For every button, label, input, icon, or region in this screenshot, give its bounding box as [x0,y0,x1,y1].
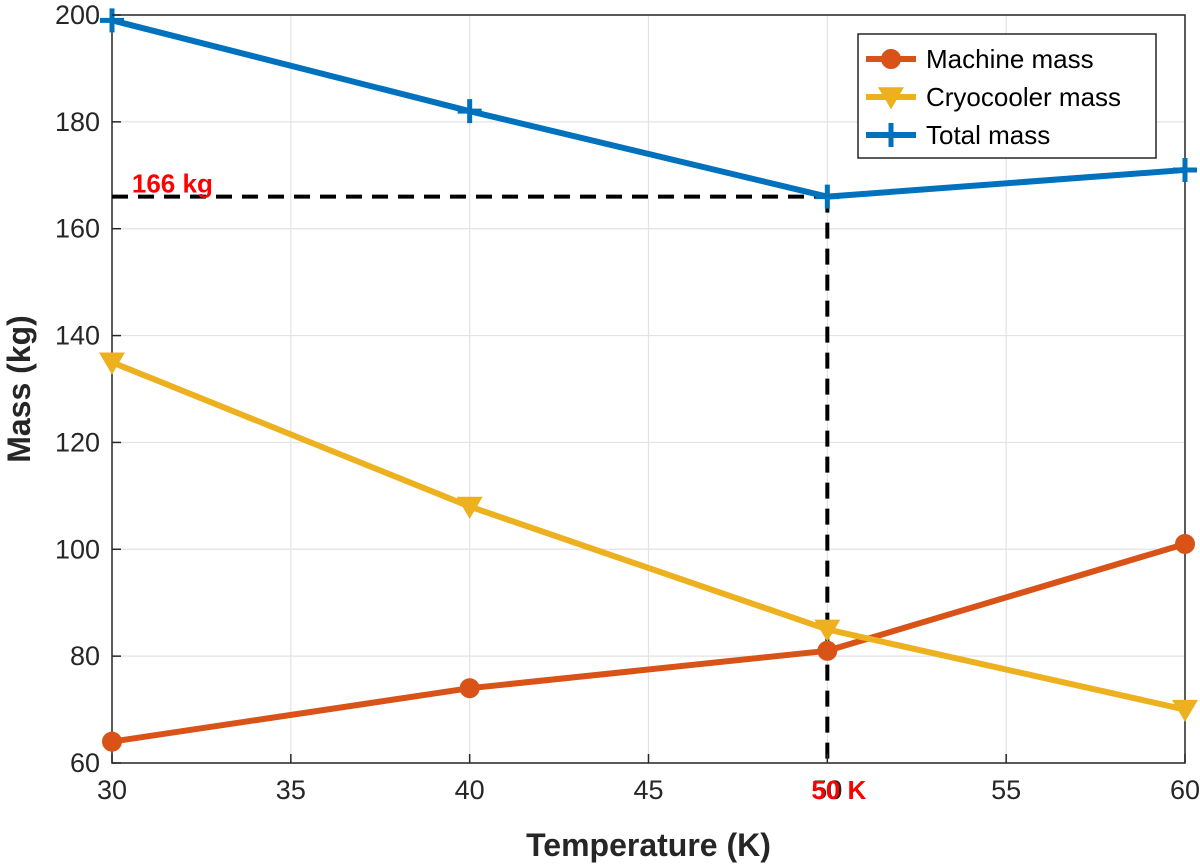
cryocooler-mass-point [456,496,483,519]
cryocooler-mass-line [110,359,1186,713]
y-tick-label: 60 [70,748,100,778]
machine-mass-point [817,640,838,661]
machine-mass-line [111,541,1186,745]
annotation-50k: 50 K [811,775,866,805]
cryocooler-mass-point [1172,699,1198,722]
x-tick-label: 45 [633,775,663,805]
legend-label-total-mass: Total mass [926,120,1050,150]
x-tick-label: 60 [1170,775,1200,805]
annotations: 166 kg 50 K [132,168,867,805]
reference-lines [112,194,830,763]
machine-mass-point [1175,533,1195,554]
y-tick-label: 140 [55,321,100,351]
total-mass-point [457,99,482,124]
y-tick-label: 200 [55,0,100,30]
total-mass-line [111,17,1186,200]
cryocooler-mass-point [814,619,841,642]
legend-marker-machine-mass [881,49,901,69]
machine-mass-series [102,533,1195,752]
x-tick-label: 35 [276,775,306,805]
y-tick-label: 120 [55,427,100,457]
machine-mass-point [102,731,122,752]
legend: Machine mass Cryocooler mass Total mass [857,33,1157,159]
y-tick-label: 80 [70,641,100,671]
series-layer [99,8,1198,752]
cryocooler-mass-series [99,352,1198,722]
total-mass-point [1173,157,1197,182]
cryocooler-mass-point [99,352,125,375]
y-tick-label: 100 [55,534,100,564]
y-tick-label: 160 [55,214,100,244]
legend-label-machine-mass: Machine mass [926,44,1094,74]
machine-mass-point [459,678,480,699]
legend-label-cryocooler-mass: Cryocooler mass [926,82,1121,112]
x-tick-label: 40 [455,775,485,805]
x-tick-label: 50 [812,775,842,805]
legend-marker-total-mass [879,123,903,147]
y-tick-label: 180 [55,107,100,137]
legend-marker-cryocooler-mass [878,87,904,110]
y-axis-label: Mass (kg) [1,315,37,463]
x-tick-label: 55 [991,775,1021,805]
total-mass-point [815,184,840,209]
tick-labels: 30 35 40 45 50 55 60 60 80 100 120 140 160 180 200 [55,0,1200,805]
total-mass-point [100,8,124,33]
x-tick-label: 30 [97,775,127,805]
annotation-166kg: 166 kg [132,168,213,198]
total-mass-series [100,8,1197,209]
x-axis-label: Temperature (K) [526,827,771,863]
